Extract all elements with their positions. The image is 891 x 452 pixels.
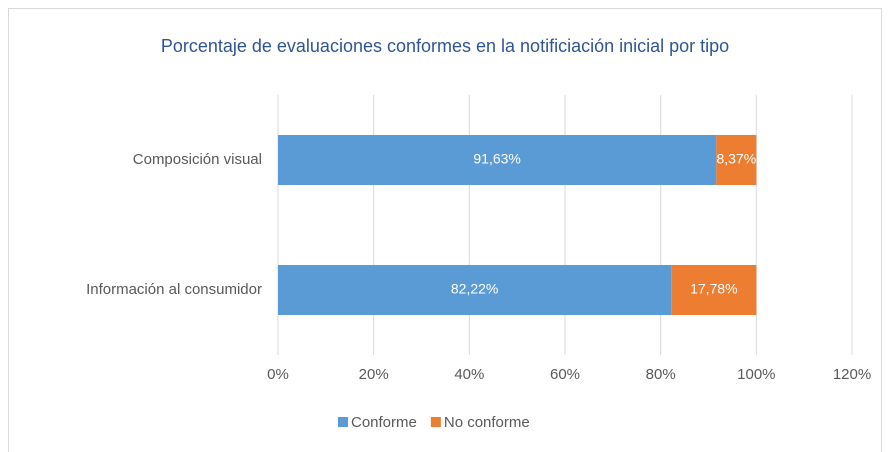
legend-label: No conforme	[444, 414, 530, 431]
chart-border	[8, 8, 882, 452]
legend-swatch	[430, 417, 441, 427]
x-tick-label: 60%	[550, 366, 580, 383]
legend-label: Conforme	[351, 414, 417, 431]
data-label: 8,37%	[716, 151, 756, 167]
data-label: 82,22%	[451, 281, 498, 297]
x-tick-label: 40%	[454, 366, 484, 383]
bar-segment	[671, 265, 757, 315]
data-label: 17,78%	[690, 281, 737, 297]
x-tick-label: 0%	[267, 366, 289, 383]
x-tick-label: 100%	[737, 366, 775, 383]
bar-segment	[278, 265, 672, 315]
y-tick-label: Información al consumidor	[86, 281, 262, 298]
chart-title: Porcentaje de evaluaciones conformes en …	[161, 36, 729, 56]
x-tick-label: 120%	[833, 366, 871, 383]
x-tick-label: 20%	[359, 366, 389, 383]
x-tick-label: 80%	[646, 366, 676, 383]
y-tick-label: Composición visual	[133, 151, 262, 168]
bar-segment	[716, 135, 757, 185]
legend-swatch	[338, 417, 348, 427]
data-label: 91,63%	[473, 151, 520, 167]
bar-segment	[278, 135, 717, 185]
